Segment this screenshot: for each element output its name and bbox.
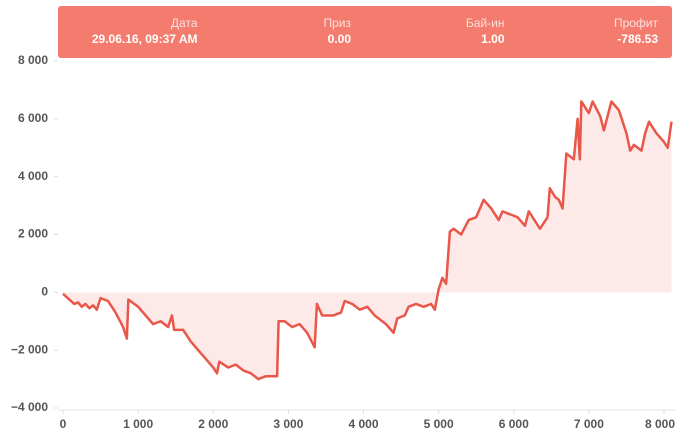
y-tick-label: 4 000 bbox=[18, 169, 48, 183]
y-tick-label: −4 000 bbox=[11, 400, 48, 414]
line bbox=[62, 100, 673, 381]
x-tick-label: 0 bbox=[60, 417, 67, 431]
tooltip-value: 29.06.16, 09:37 AM bbox=[91, 32, 198, 46]
x-tick-label: 6 000 bbox=[499, 417, 529, 431]
tooltip-value: -786.53 bbox=[617, 32, 658, 46]
x-tick-label: 1 000 bbox=[123, 417, 153, 431]
tooltip-label: Дата bbox=[170, 16, 198, 30]
tooltip-label: Профит bbox=[613, 16, 658, 30]
tooltip-label: Бай-ин bbox=[465, 16, 505, 30]
x-tick-label: 3 000 bbox=[273, 417, 303, 431]
y-tick-label: 0 bbox=[41, 285, 48, 299]
tooltip-column: Дата 29.06.16, 09:37 AM bbox=[58, 6, 212, 58]
tooltip-label: Приз bbox=[323, 16, 351, 30]
y-tick-label: −2 000 bbox=[11, 342, 48, 356]
tooltip: Дата 29.06.16, 09:37 AM Приз 0.00 Бай-ин 1.00… bbox=[58, 6, 672, 58]
tooltip-column: Приз 0.00 bbox=[212, 6, 366, 58]
y-tick-label: 2 000 bbox=[18, 227, 48, 241]
y-tick-label: 8 000 bbox=[18, 53, 48, 67]
x-tick-label: 5 000 bbox=[424, 417, 454, 431]
tooltip-value: 0.00 bbox=[327, 32, 351, 46]
tooltip-value: 1.00 bbox=[481, 32, 505, 46]
x-tick-label: 4 000 bbox=[348, 417, 378, 431]
x-tick-label: 7 000 bbox=[574, 417, 604, 431]
x-tick-label: 8 000 bbox=[645, 417, 675, 431]
area bbox=[63, 101, 672, 380]
x-tick-label: 2 000 bbox=[198, 417, 228, 431]
tooltip-column: Профит -786.53 bbox=[519, 6, 673, 58]
tooltip-column: Бай-ин 1.00 bbox=[365, 6, 519, 58]
y-tick-label: 6 000 bbox=[18, 111, 48, 125]
